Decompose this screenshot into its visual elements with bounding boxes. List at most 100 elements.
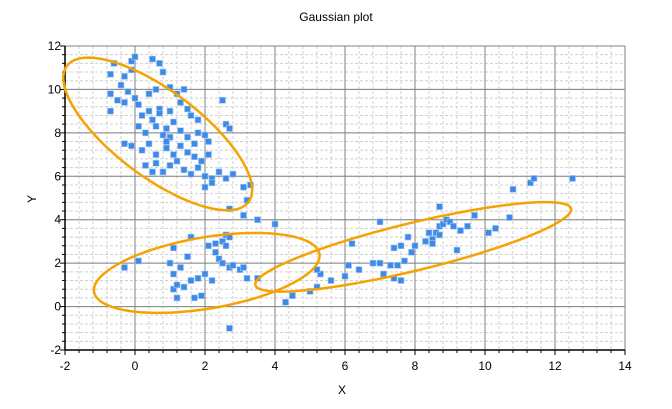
cluster-1-ellipse bbox=[62, 56, 254, 212]
x-axis-label: X bbox=[338, 383, 347, 397]
data-point bbox=[121, 264, 128, 271]
data-point bbox=[345, 262, 352, 269]
data-point bbox=[201, 270, 209, 278]
cluster-3-ellipse bbox=[254, 200, 573, 293]
data-point bbox=[184, 105, 191, 113]
data-points bbox=[107, 53, 576, 332]
data-point bbox=[527, 179, 534, 187]
data-point bbox=[163, 138, 170, 145]
data-point bbox=[184, 149, 191, 156]
data-point bbox=[173, 157, 181, 165]
data-point bbox=[411, 242, 419, 250]
data-point bbox=[208, 277, 216, 284]
data-point bbox=[226, 324, 233, 332]
data-point bbox=[219, 259, 226, 267]
data-point bbox=[166, 107, 174, 115]
data-point bbox=[439, 220, 447, 228]
y-tick-label: 2 bbox=[54, 256, 61, 270]
data-point bbox=[149, 168, 156, 176]
data-point bbox=[107, 70, 114, 78]
data-point bbox=[422, 238, 429, 245]
data-point bbox=[408, 248, 415, 256]
data-point bbox=[212, 248, 219, 256]
data-point bbox=[166, 162, 174, 169]
data-point bbox=[180, 166, 188, 174]
data-point bbox=[166, 133, 174, 141]
data-point bbox=[254, 216, 261, 224]
data-point bbox=[135, 101, 142, 108]
data-point bbox=[205, 242, 212, 250]
data-point bbox=[215, 168, 223, 176]
data-point bbox=[219, 238, 226, 245]
data-point bbox=[240, 183, 247, 191]
data-point bbox=[464, 222, 471, 230]
data-point bbox=[166, 259, 174, 267]
chart-title: Gaussian plot bbox=[299, 10, 373, 24]
data-point bbox=[198, 292, 205, 300]
data-point bbox=[425, 229, 433, 237]
y-tick-label: 8 bbox=[54, 126, 61, 140]
data-point bbox=[341, 272, 349, 280]
data-point bbox=[436, 231, 443, 239]
data-point bbox=[397, 277, 405, 284]
data-point bbox=[128, 142, 135, 150]
data-point bbox=[243, 275, 251, 282]
data-point bbox=[135, 257, 142, 265]
data-point bbox=[205, 151, 212, 158]
data-point bbox=[194, 116, 202, 124]
data-point bbox=[184, 133, 191, 141]
data-point bbox=[394, 262, 401, 269]
data-point bbox=[229, 170, 237, 178]
data-point bbox=[205, 138, 212, 145]
data-point bbox=[138, 146, 146, 154]
data-point bbox=[163, 144, 170, 152]
data-point bbox=[215, 255, 223, 263]
x-tick-label: 4 bbox=[272, 359, 279, 373]
x-tick-label: 6 bbox=[342, 359, 349, 373]
y-tick-label: 12 bbox=[48, 39, 62, 53]
data-point bbox=[149, 116, 156, 124]
data-point bbox=[142, 129, 149, 137]
data-point bbox=[240, 264, 247, 271]
x-tick-label: 0 bbox=[132, 359, 139, 373]
cluster-ellipses bbox=[62, 56, 573, 315]
data-point bbox=[117, 81, 125, 89]
data-point bbox=[506, 214, 513, 221]
data-point bbox=[128, 57, 135, 65]
y-tick-label: 6 bbox=[54, 169, 61, 183]
data-point bbox=[376, 218, 384, 226]
data-point bbox=[187, 277, 195, 284]
data-point bbox=[187, 112, 195, 119]
data-point bbox=[152, 159, 160, 167]
data-point bbox=[131, 53, 139, 61]
y-tick-label: 4 bbox=[54, 213, 61, 227]
data-point bbox=[569, 175, 576, 182]
data-point bbox=[173, 294, 181, 302]
data-point bbox=[282, 298, 289, 306]
data-point bbox=[317, 270, 324, 278]
data-point bbox=[429, 240, 436, 247]
data-point bbox=[177, 142, 184, 150]
y-tick-label: -2 bbox=[50, 343, 61, 357]
data-point bbox=[401, 257, 408, 265]
data-point bbox=[240, 212, 247, 219]
axes bbox=[60, 45, 626, 355]
x-tick-label: 12 bbox=[548, 359, 562, 373]
data-point bbox=[201, 183, 209, 191]
data-point bbox=[404, 233, 412, 241]
data-point bbox=[453, 246, 461, 254]
data-point bbox=[124, 88, 132, 95]
data-point bbox=[184, 253, 191, 260]
y-tick-label: 0 bbox=[54, 300, 61, 314]
data-point bbox=[159, 168, 167, 176]
data-point bbox=[327, 277, 335, 284]
data-point bbox=[390, 244, 398, 252]
data-point bbox=[387, 262, 394, 269]
data-point bbox=[201, 172, 209, 180]
data-point bbox=[107, 107, 114, 115]
data-point bbox=[271, 220, 279, 228]
data-point bbox=[446, 218, 454, 226]
data-point bbox=[194, 129, 202, 137]
data-point bbox=[355, 266, 363, 273]
